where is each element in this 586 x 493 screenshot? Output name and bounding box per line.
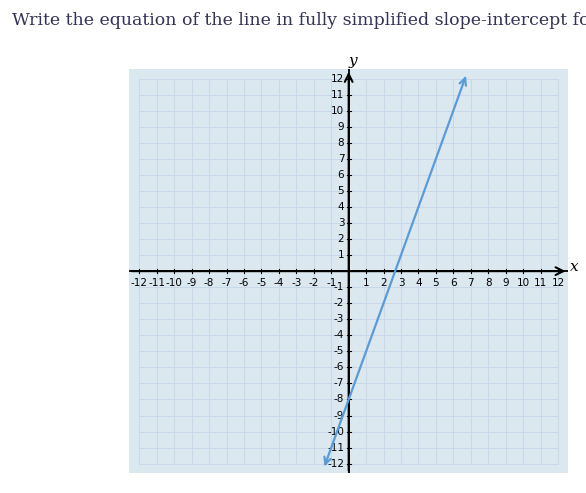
Text: -7: -7 (334, 379, 345, 388)
Text: -8: -8 (204, 279, 214, 288)
Text: -12: -12 (131, 279, 148, 288)
Text: -10: -10 (166, 279, 183, 288)
Text: 12: 12 (331, 73, 345, 84)
Text: 3: 3 (398, 279, 404, 288)
Text: y: y (349, 54, 357, 68)
Text: -10: -10 (328, 426, 345, 437)
Text: -7: -7 (222, 279, 232, 288)
Text: x: x (570, 260, 579, 274)
Text: 10: 10 (331, 106, 345, 116)
Text: 11: 11 (331, 90, 345, 100)
Text: 7: 7 (338, 154, 345, 164)
Text: -4: -4 (334, 330, 345, 340)
Text: -6: -6 (239, 279, 249, 288)
Text: -1: -1 (326, 279, 336, 288)
Text: 1: 1 (338, 250, 345, 260)
Text: 8: 8 (485, 279, 492, 288)
Text: -11: -11 (148, 279, 165, 288)
Text: -1: -1 (334, 282, 345, 292)
Text: -4: -4 (274, 279, 284, 288)
Text: -3: -3 (291, 279, 302, 288)
Text: Write the equation of the line in fully simplified slope-intercept form.: Write the equation of the line in fully … (12, 12, 586, 29)
Text: 7: 7 (468, 279, 474, 288)
Text: 12: 12 (551, 279, 564, 288)
Text: 10: 10 (516, 279, 530, 288)
Text: -2: -2 (334, 298, 345, 308)
Text: -12: -12 (328, 458, 345, 469)
Text: 5: 5 (338, 186, 345, 196)
Text: -2: -2 (309, 279, 319, 288)
Text: -3: -3 (334, 314, 345, 324)
Text: -8: -8 (334, 394, 345, 404)
Text: -11: -11 (328, 443, 345, 453)
Text: 9: 9 (338, 122, 345, 132)
Text: 6: 6 (450, 279, 456, 288)
Text: 6: 6 (338, 170, 345, 180)
Text: 8: 8 (338, 138, 345, 148)
Text: 9: 9 (502, 279, 509, 288)
Text: 5: 5 (432, 279, 439, 288)
Text: -5: -5 (256, 279, 267, 288)
Text: 4: 4 (415, 279, 422, 288)
Text: 2: 2 (338, 234, 345, 244)
Text: -5: -5 (334, 347, 345, 356)
Text: 1: 1 (363, 279, 369, 288)
Text: -6: -6 (334, 362, 345, 372)
Text: 4: 4 (338, 202, 345, 212)
Text: -9: -9 (186, 279, 197, 288)
Text: 11: 11 (534, 279, 547, 288)
Text: 3: 3 (338, 218, 345, 228)
Text: -9: -9 (334, 411, 345, 421)
Text: 2: 2 (380, 279, 387, 288)
